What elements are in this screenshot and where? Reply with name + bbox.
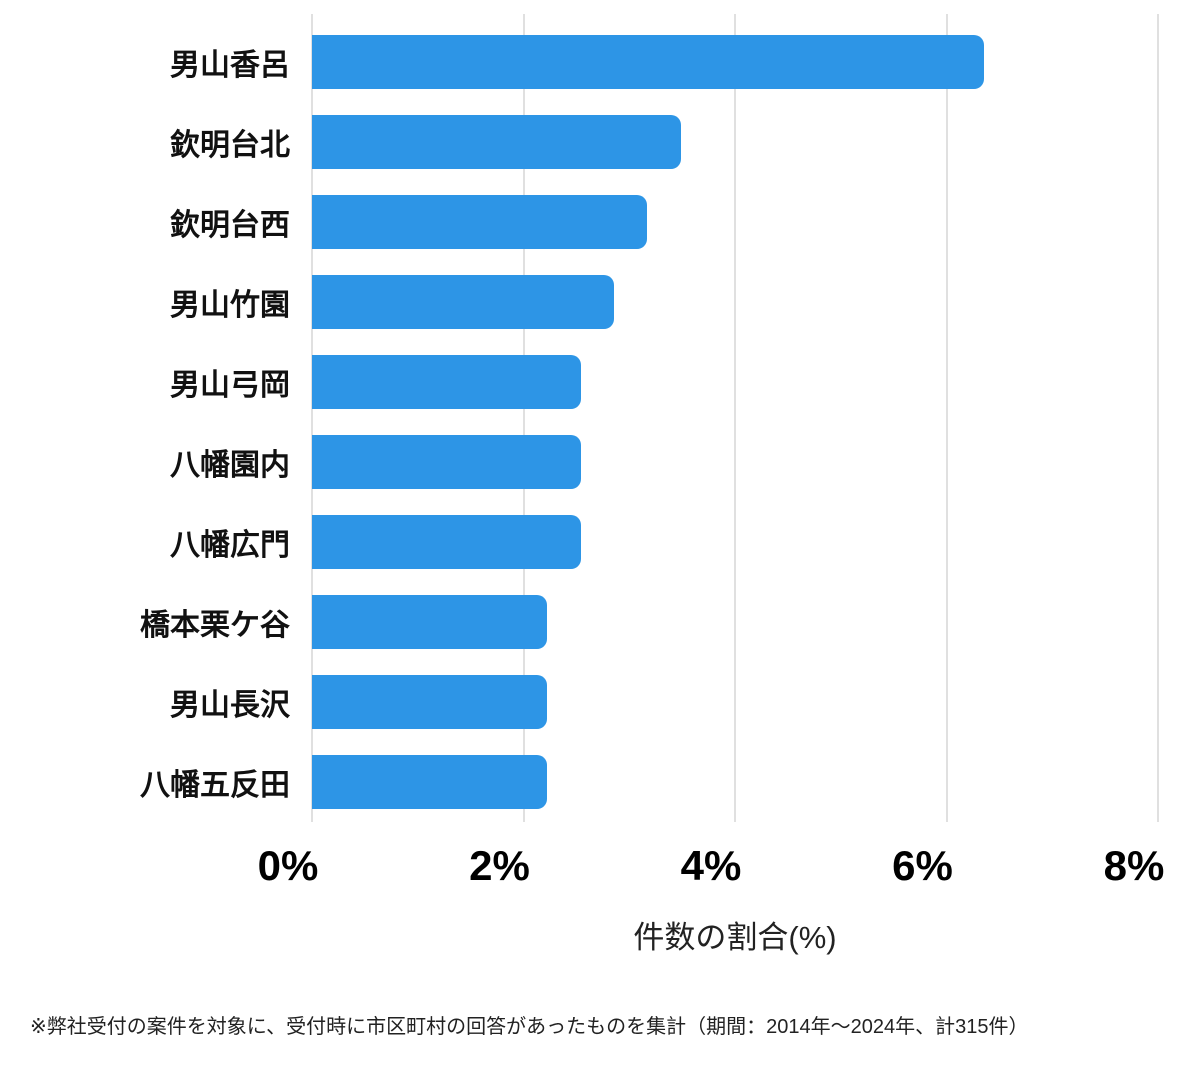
bar [312,435,581,489]
chart-row: 男山弓岡 [0,342,1158,422]
chart-row: 八幡広門 [0,502,1158,582]
bar-rows: 男山香呂欽明台北欽明台西男山竹園男山弓岡八幡園内八幡広門橋本栗ケ谷男山長沢八幡五… [0,22,1158,822]
bar-track [312,262,1158,342]
bar-track [312,582,1158,662]
category-label: 八幡園内 [170,449,290,482]
bar-track [312,502,1158,582]
bar [312,275,615,329]
chart-row: 橋本栗ケ谷 [0,582,1158,662]
x-axis-tick-label: 4% [680,842,742,889]
x-axis-tick-label: 2% [469,842,530,889]
bar [312,755,547,809]
category-label: 男山弓岡 [170,369,290,402]
bar-track [312,182,1158,262]
bar [312,115,682,169]
bar [312,515,581,569]
gridline [311,14,313,822]
category-label: 男山竹園 [170,289,290,322]
bar [312,595,547,649]
bar [312,195,648,249]
chart-row: 欽明台北 [0,102,1158,182]
chart-row: 欽明台西 [0,182,1158,262]
chart-row: 男山長沢 [0,662,1158,742]
bar-track [312,742,1158,822]
x-axis-tick-label: 0% [257,842,319,889]
x-axis-tick-label: 6% [892,842,953,889]
chart-row: 男山竹園 [0,262,1158,342]
chart-row: 男山香呂 [0,22,1158,102]
category-label: 八幡広門 [170,529,290,562]
bar-track [312,22,1158,102]
chart-footnote: ※弊社受付の案件を対象に、受付時に市区町村の回答があったものを集計（期間：201… [30,1016,1029,1038]
bar [312,355,581,409]
category-label: 欽明台西 [170,209,290,242]
gridline [945,14,948,822]
category-label: 欽明台北 [170,129,290,162]
category-label: 男山香呂 [170,49,290,82]
gridline [1157,14,1159,822]
category-label: 男山長沢 [170,689,290,722]
category-label: 八幡五反田 [140,769,290,802]
bar [312,35,984,89]
chart-row: 八幡園内 [0,422,1158,502]
bar-track [312,342,1158,422]
category-label: 橋本栗ケ谷 [140,609,290,642]
chart-row: 八幡五反田 [0,742,1158,822]
bar-track [312,662,1158,742]
bar-track [312,422,1158,502]
bar-track [312,102,1158,182]
gridline [734,14,736,822]
gridline [522,14,525,822]
bar [312,675,547,729]
x-axis-title: 件数の割合(%) [633,920,837,955]
x-axis-tick-label: 8% [1103,842,1165,889]
